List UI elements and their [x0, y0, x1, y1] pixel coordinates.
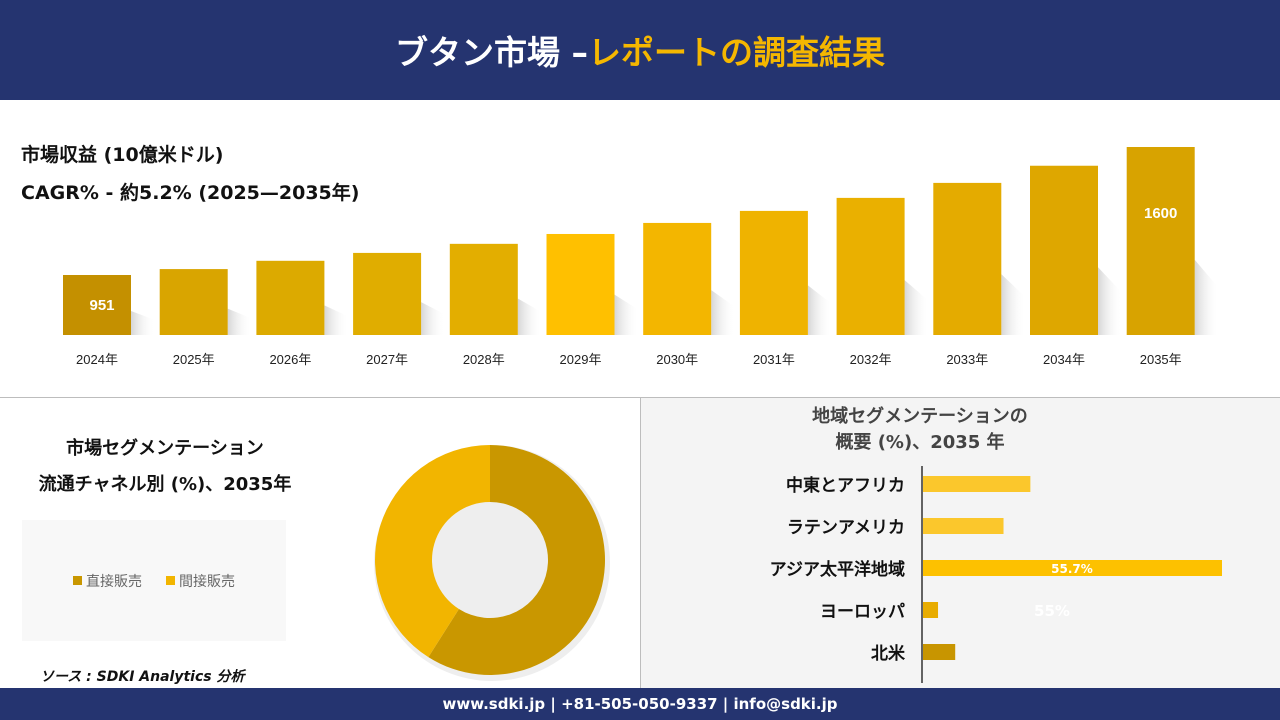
regional-title: 地域セグメンテーションの 概要 (%)、2035 年	[740, 404, 1100, 456]
bar-shadow	[421, 302, 446, 335]
title-main: ブタン市場 –	[395, 33, 588, 72]
region-bar	[923, 644, 956, 660]
bar-shadow	[614, 294, 639, 335]
year-label: 2029年	[560, 352, 602, 367]
revenue-bar	[643, 222, 712, 335]
year-label: 2028年	[463, 352, 505, 367]
year-label: 2027年	[366, 352, 408, 367]
stray-value-label: 55%	[1034, 602, 1070, 620]
donut-slice	[428, 445, 605, 675]
bar-value-label: 1600	[1144, 205, 1177, 222]
region-label: ラテンアメリカ	[787, 518, 905, 538]
revenue-bar	[1030, 165, 1098, 335]
revenue-bar	[449, 243, 518, 335]
year-label: 2030年	[656, 352, 698, 367]
bar-shadow	[1194, 259, 1219, 335]
donut-legend: 直接販売 間接販売	[22, 520, 286, 641]
footer-contact: www.sdki.jp | +81-505-050-9337 | info@sd…	[0, 688, 1280, 720]
bar-shadow	[131, 311, 155, 335]
donut-slice	[375, 445, 490, 658]
year-label: 2035年	[1140, 352, 1182, 367]
revenue-bar	[933, 182, 1002, 335]
year-label: 2026年	[269, 352, 311, 367]
bar-value-label: 951	[89, 297, 114, 314]
header-banner: ブタン市場 – レポートの調査結果	[0, 0, 1280, 100]
bar-shadow	[807, 285, 832, 335]
year-label: 2025年	[173, 352, 215, 367]
region-bar	[923, 476, 1031, 492]
source-note: ソース : SDKI Analytics 分析	[40, 669, 245, 685]
bar-shadow	[1098, 267, 1122, 335]
region-bar	[923, 560, 1222, 576]
year-label: 2034年	[1043, 352, 1085, 367]
revenue-bar	[256, 260, 325, 335]
revenue-bar	[836, 197, 905, 335]
bar-shadow	[1001, 274, 1026, 335]
year-label: 2031年	[753, 352, 795, 367]
region-label: アジア太平洋地域	[770, 559, 905, 580]
region-label: ヨーロッパ	[820, 602, 905, 622]
year-label: 2032年	[850, 352, 892, 367]
regional-title-line1: 地域セグメンテーションの	[812, 406, 1028, 427]
region-label: 北米	[871, 643, 906, 664]
legend-item-direct: 直接販売	[73, 571, 142, 591]
title-accent: レポートの調査結果	[588, 33, 885, 72]
region-bar	[923, 518, 1004, 534]
cagr-text: CAGR% - 約5.2% (2025—2035年)	[21, 182, 360, 204]
bar-shadow	[227, 308, 252, 335]
revenue-bar	[353, 252, 422, 335]
region-label: 中東とアフリカ	[786, 475, 905, 496]
legend-swatch	[166, 576, 175, 585]
bar-shadow	[711, 290, 736, 335]
year-label: 2024年	[76, 352, 118, 367]
segment-title-line2: 流通チャネル別 (%)、2035年	[38, 474, 292, 495]
regional-title-line2: 概要 (%)、2035 年	[835, 432, 1005, 453]
legend-swatch	[73, 576, 82, 585]
channel-donut-chart	[374, 445, 610, 681]
legend-label: 間接販売	[179, 573, 235, 590]
bar-shadow	[517, 298, 542, 335]
revenue-bar	[63, 275, 131, 335]
bar-shadow	[904, 280, 929, 335]
bar-value-label: 55.7%	[1051, 562, 1093, 576]
legend-label: 直接販売	[86, 573, 142, 590]
legend-item-indirect: 間接販売	[166, 571, 235, 591]
revenue-title: 市場収益 (10億米ドル)	[21, 144, 224, 166]
revenue-bar	[546, 233, 615, 335]
revenue-bar	[1126, 147, 1195, 335]
revenue-bar	[159, 269, 228, 335]
bar-shadow	[324, 305, 349, 335]
region-bar	[923, 602, 939, 618]
regional-panel	[641, 398, 1280, 688]
revenue-bar-chart: 2024年 951 2025年 2026年 2027年 2028年 2029年 2030年 20…	[63, 147, 1219, 367]
revenue-bar	[739, 210, 808, 335]
divider-vertical	[640, 397, 641, 688]
year-label: 2033年	[946, 352, 988, 367]
segment-title-line1: 市場セグメンテーション	[66, 438, 264, 459]
